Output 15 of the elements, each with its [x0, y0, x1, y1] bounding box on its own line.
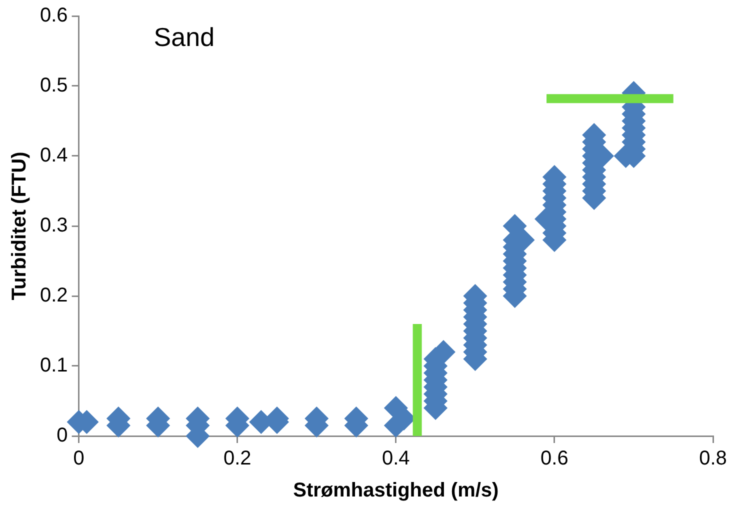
x-tick-label: 0.8 [699, 448, 727, 470]
x-tick-label: 0 [73, 448, 84, 470]
y-tick-label: 0.2 [40, 284, 68, 307]
y-tick-label: 0.1 [40, 354, 68, 377]
y-tick-label: 0.6 [40, 4, 68, 27]
y-tick-label: 0.4 [40, 144, 68, 167]
x-tick-label: 0.2 [223, 448, 252, 470]
y-tick-label: 0.5 [40, 74, 68, 97]
x-axis-title: Strømhastighed (m/s) [293, 480, 499, 502]
x-tick-label: 0.4 [382, 448, 410, 470]
y-axis-title: Turbiditet (FTU) [8, 152, 31, 300]
y-tick-label: 0.3 [40, 214, 68, 237]
y-tick-label: 0 [56, 424, 68, 447]
annotation: Sand [154, 22, 215, 52]
x-tick-label: 0.6 [540, 448, 568, 470]
